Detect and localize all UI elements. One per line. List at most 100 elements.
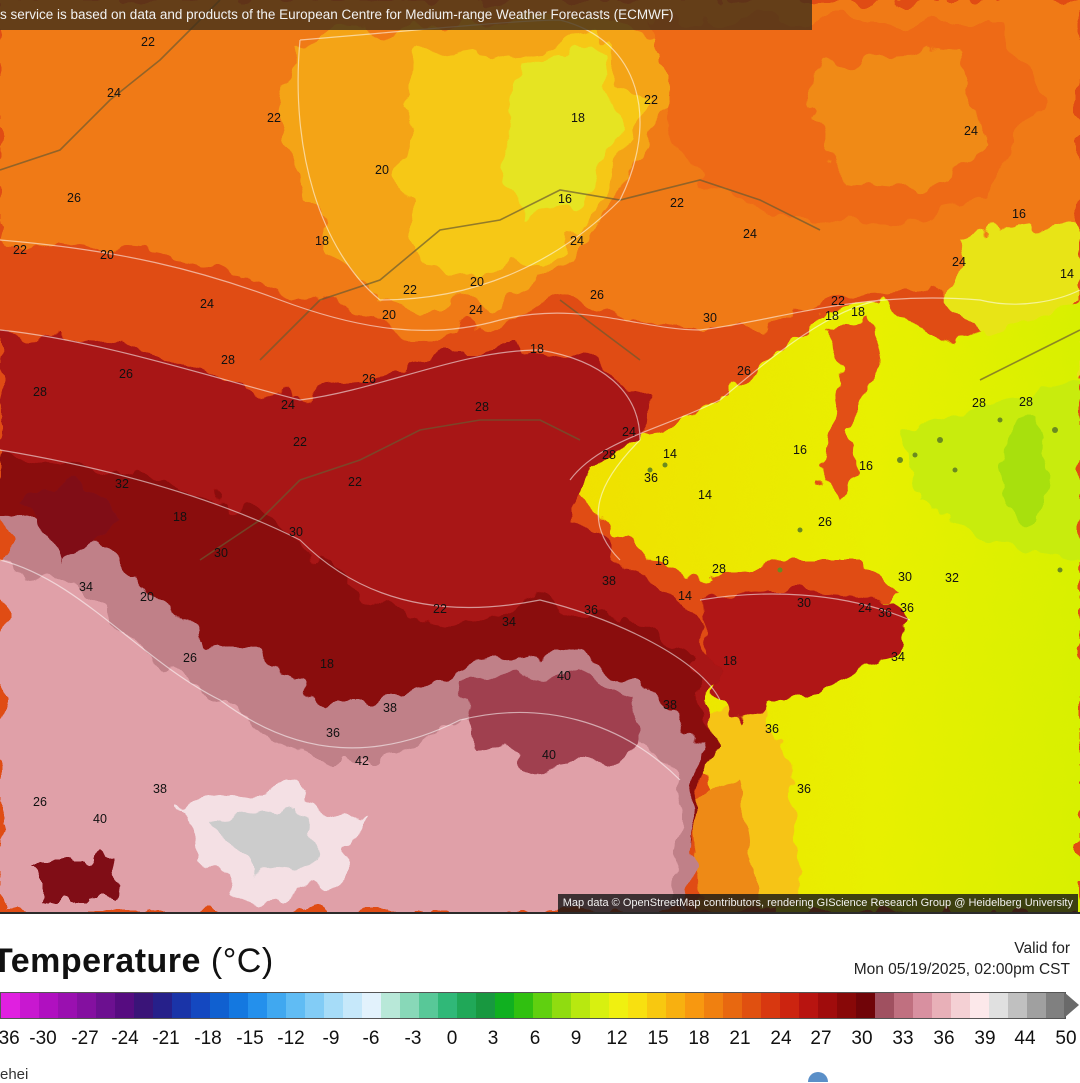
colorbar-segment [552, 993, 571, 1018]
colorbar-segment [305, 993, 324, 1018]
colorbar-segment [799, 993, 818, 1018]
colorbar-segment [362, 993, 381, 1018]
contour-label: 24 [570, 234, 584, 248]
contour-label: 22 [433, 602, 447, 616]
contour-label: 36 [644, 471, 658, 485]
contour-label: 18 [851, 305, 865, 319]
colorbar-segment [115, 993, 134, 1018]
contour-label: 20 [470, 275, 484, 289]
colorbar-segment [77, 993, 96, 1018]
contour-label: 32 [945, 571, 959, 585]
contour-label: 20 [382, 308, 396, 322]
contour-label: 26 [119, 367, 133, 381]
colorbar-segment [1046, 993, 1065, 1018]
contour-label: 26 [183, 651, 197, 665]
colorbar-tick-label: -36 [0, 1028, 20, 1049]
colorbar-segment [39, 993, 58, 1018]
contour-label: 36 [878, 606, 892, 620]
colorbar-segment [267, 993, 286, 1018]
contour-label: 30 [214, 546, 228, 560]
colorbar-tick-label: 18 [688, 1028, 710, 1049]
colorbar-tick-label: 44 [1014, 1028, 1036, 1049]
contour-label: 16 [859, 459, 873, 473]
legend-title: Temperature (°C) [0, 942, 274, 981]
contour-label: 14 [663, 447, 677, 461]
partial-logo-icon [808, 1072, 828, 1082]
contour-label: 40 [93, 812, 107, 826]
contour-label: 30 [703, 311, 717, 325]
colorbar-tick-label: -24 [111, 1028, 139, 1049]
contour-label: 26 [590, 288, 604, 302]
contour-label: 24 [964, 124, 978, 138]
colorbar-segment [495, 993, 514, 1018]
colorbar-segment [153, 993, 172, 1018]
colorbar-tick-label: 6 [529, 1028, 541, 1049]
colorbar-segment [1027, 993, 1046, 1018]
colorbar-tick-label: 0 [446, 1028, 458, 1049]
contour-label: 30 [797, 596, 811, 610]
contour-label: 26 [818, 515, 832, 529]
colorbar-segment [20, 993, 39, 1018]
contour-label: 20 [375, 163, 389, 177]
colorbar-segment [457, 993, 476, 1018]
contour-label: 26 [737, 364, 751, 378]
contour-label: 22 [831, 294, 845, 308]
colorbar-segment [58, 993, 77, 1018]
colorbar-segment [571, 993, 590, 1018]
contour-label: 28 [972, 396, 986, 410]
contour-label: 22 [670, 196, 684, 210]
colorbar-tick-label: 21 [729, 1028, 751, 1049]
contour-label: 22 [13, 243, 27, 257]
colorbar-segment [381, 993, 400, 1018]
footer-label: ehei [0, 1066, 29, 1083]
colorbar-tick-label: -21 [152, 1028, 180, 1049]
contour-label: 18 [571, 111, 585, 125]
contour-label: 28 [221, 353, 235, 367]
colorbar-segment [628, 993, 647, 1018]
contour-label: 22 [293, 435, 307, 449]
contour-label: 36 [584, 603, 598, 617]
colorbar-segment [286, 993, 305, 1018]
contour-label: 34 [79, 580, 93, 594]
colorbar-segment [761, 993, 780, 1018]
colorbar-segment [419, 993, 438, 1018]
contour-label: 24 [622, 425, 636, 439]
colorbar-tick-label: 15 [647, 1028, 669, 1049]
colorbar-segment [837, 993, 856, 1018]
contour-label: 24 [743, 227, 757, 241]
contour-label: 26 [362, 372, 376, 386]
colorbar-tick-label: -18 [194, 1028, 222, 1049]
contour-label: 36 [765, 722, 779, 736]
colorbar-segment [894, 993, 913, 1018]
colorbar-segment [590, 993, 609, 1018]
contour-label: 38 [153, 782, 167, 796]
colorbar-tick-label: 12 [606, 1028, 628, 1049]
colorbar-tick-label: -15 [236, 1028, 264, 1049]
contour-label: 24 [281, 398, 295, 412]
contour-label: 26 [67, 191, 81, 205]
colorbar-segment [742, 993, 761, 1018]
colorbar-tick-label: 9 [570, 1028, 582, 1049]
temperature-map[interactable]: 22 24 22 26 20 18 16 22 22 24 24 22 20 18 22 20 24 26 24 22… [0, 0, 1080, 912]
contour-label: 22 [644, 93, 658, 107]
colorbar-tick-label: -3 [404, 1028, 422, 1049]
shandong-peninsula [700, 590, 910, 720]
colorbar-segment [343, 993, 362, 1018]
contour-label: 40 [557, 669, 571, 683]
colorbar-segment [704, 993, 723, 1018]
colorbar-segment [1008, 993, 1027, 1018]
contour-label: 22 [267, 111, 281, 125]
colorbar-segment [989, 993, 1008, 1018]
contour-label: 18 [825, 309, 839, 323]
colorbar-tick-label: 39 [974, 1028, 996, 1049]
data-source-banner: s service is based on data and products … [0, 0, 812, 30]
colorbar-overflow-arrow [1064, 992, 1079, 1018]
contour-label: 24 [858, 601, 872, 615]
colorbar-segment [723, 993, 742, 1018]
colorbar-segment [438, 993, 457, 1018]
colorbar-segment [229, 993, 248, 1018]
contour-label: 32 [115, 477, 129, 491]
contour-label: 38 [602, 574, 616, 588]
contour-label: 18 [173, 510, 187, 524]
legend-title-text: Temperature [0, 942, 201, 980]
